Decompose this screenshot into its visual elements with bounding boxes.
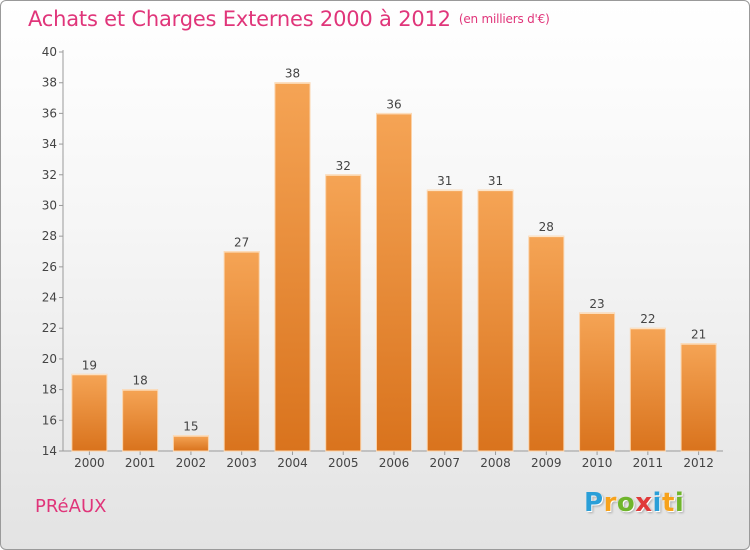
x-tick-label: 2012 (683, 456, 714, 470)
chart-title: Achats et Charges Externes 2000 à 2012 (e… (28, 7, 550, 31)
proxiti-logo: Proxiti (584, 488, 684, 518)
x-tick-label: 2006 (379, 456, 410, 470)
logo-letter: P (584, 488, 604, 518)
x-tick-label: 2007 (429, 456, 460, 470)
bar-value-label: 36 (386, 97, 401, 111)
x-tick-label: 2001 (125, 456, 156, 470)
bar-2010 (579, 312, 616, 452)
logo-letter: i (652, 488, 662, 518)
x-tick-label: 2010 (582, 456, 613, 470)
x-tick-label: 2004 (277, 456, 308, 470)
bar-2002 (172, 435, 209, 452)
bar-2008 (477, 189, 514, 452)
bar-value-label: 19 (82, 358, 97, 372)
chart-axes: 14 16 18 20 22 24 26 28 30 32 34 36 38 40 (42, 45, 723, 458)
y-tick-label: 28 (42, 229, 57, 243)
bar-value-label: 15 (183, 420, 198, 434)
y-tick-label: 16 (42, 413, 57, 427)
x-tick-label: 2011 (633, 456, 664, 470)
bar-2004 (274, 82, 311, 452)
chart-unit: (en milliers d'€) (458, 12, 550, 26)
bar-value-label: 28 (539, 220, 554, 234)
bar-2005 (325, 174, 362, 452)
bar-value-label: 23 (589, 297, 604, 311)
y-tick-label: 34 (42, 137, 57, 151)
bar-value-label: 38 (285, 67, 300, 81)
y-tick-label: 24 (42, 291, 57, 305)
bar-value-label: 32 (336, 159, 351, 173)
y-tick-label: 20 (42, 352, 57, 366)
y-tick-label: 26 (42, 260, 57, 274)
bar-value-label: 31 (488, 174, 503, 188)
logo-letter: i (674, 488, 685, 518)
commune-name: PRéAUX (35, 496, 107, 517)
x-tick-label: 2005 (328, 456, 359, 470)
x-tick-label: 2008 (480, 456, 511, 470)
y-tick-label: 30 (42, 198, 57, 212)
bar-2003 (223, 251, 260, 452)
y-tick-label: 40 (42, 45, 57, 59)
bar-2009 (528, 235, 565, 452)
y-tick-label: 14 (42, 444, 57, 458)
x-tick-label: 2009 (531, 456, 562, 470)
logo-letter: t (661, 488, 675, 518)
logo-letter: x (635, 488, 653, 518)
logo-letter: r (603, 488, 617, 518)
bar-2001 (122, 389, 159, 452)
y-tick-label: 22 (42, 321, 57, 335)
y-tick-label: 38 (42, 76, 57, 90)
bar-value-label: 22 (640, 312, 655, 326)
bar-value-label: 31 (437, 174, 452, 188)
chart-labels: 19 2000 18 2001 15 2002 27 2003 38 2004 32 2005 36 20… (74, 67, 714, 470)
y-tick-label: 32 (42, 168, 57, 182)
x-tick-label: 2003 (226, 456, 257, 470)
bar-2000 (71, 373, 108, 452)
y-tick-label: 18 (42, 383, 57, 397)
bar-2007 (426, 189, 463, 452)
bar-2012 (680, 343, 717, 452)
x-tick-label: 2002 (176, 456, 207, 470)
bar-value-label: 21 (691, 328, 706, 342)
bar-value-label: 27 (234, 236, 249, 250)
y-tick-label: 36 (42, 106, 57, 120)
bar-2006 (376, 112, 412, 452)
logo-letter: o (616, 488, 636, 518)
x-tick-label: 2000 (74, 456, 105, 470)
bar-value-label: 18 (133, 374, 148, 388)
bar-2011 (629, 327, 666, 452)
chart-title-text: Achats et Charges Externes 2000 à 2012 (28, 7, 451, 31)
chart-bars (71, 82, 717, 452)
